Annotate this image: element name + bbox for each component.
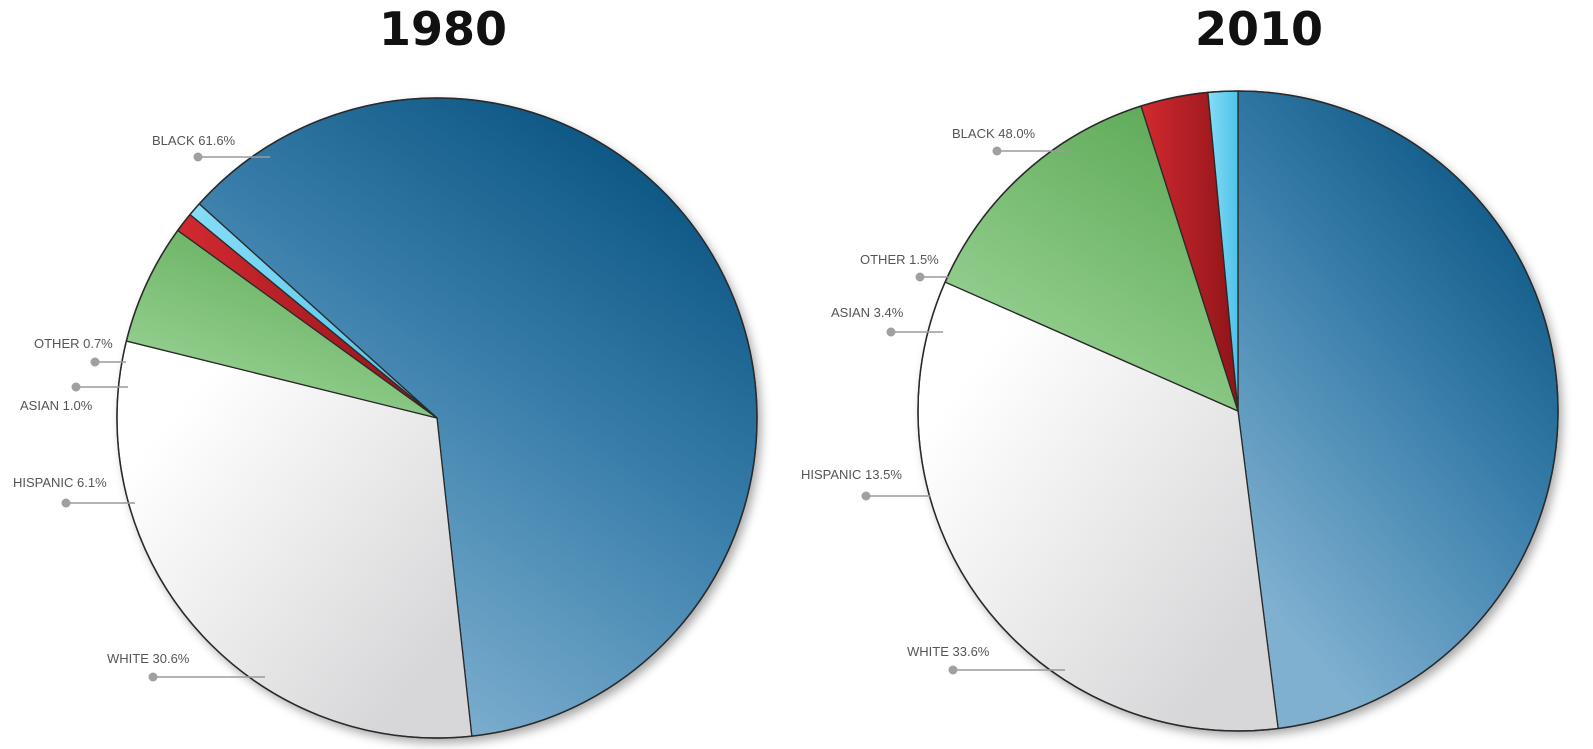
- pie-2010: BLACK 48.0% WHITE 33.6% HISPANIC 13.5% ASIA…: [801, 90, 1559, 732]
- leader-dot-white: [948, 665, 958, 675]
- leader-dot-other: [915, 272, 925, 282]
- leader-dot-hispanic: [861, 491, 871, 501]
- slice-label-black: BLACK 48.0%: [952, 126, 1036, 141]
- slice-label-white: WHITE 30.6%: [107, 651, 190, 666]
- leader-dot-asian: [71, 382, 81, 392]
- pie-1980: BLACK 61.6% WHITE 30.6% HISPANIC 6.1% ASIAN…: [13, 97, 758, 739]
- leader-dot-other: [90, 357, 100, 367]
- pie-slice-black: [1237, 90, 1559, 730]
- chart-title-1980: 1980: [378, 2, 508, 56]
- slice-label-black: BLACK 61.6%: [152, 133, 236, 148]
- slice-label-other: OTHER 1.5%: [860, 252, 939, 267]
- slice-label-other: OTHER 0.7%: [34, 336, 113, 351]
- leader-dot-white: [148, 672, 158, 682]
- slice-label-hispanic: HISPANIC 6.1%: [13, 475, 107, 490]
- pie-outline: [917, 90, 1559, 732]
- leader-dot-hispanic: [61, 498, 71, 508]
- slice-label-asian: ASIAN 3.4%: [831, 305, 904, 320]
- leader-dot-black: [193, 152, 203, 162]
- slice-label-asian: ASIAN 1.0%: [20, 398, 93, 413]
- leader-dot-asian: [886, 327, 896, 337]
- slice-label-white: WHITE 33.6%: [907, 644, 990, 659]
- chart-title-2010: 2010: [1194, 2, 1324, 56]
- slice-label-hispanic: HISPANIC 13.5%: [801, 467, 902, 482]
- pie-outline: [116, 97, 758, 739]
- leader-dot-black: [992, 146, 1002, 156]
